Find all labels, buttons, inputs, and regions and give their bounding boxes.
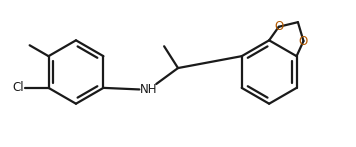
Text: O: O — [299, 35, 308, 47]
Text: Cl: Cl — [12, 81, 24, 94]
Text: NH: NH — [140, 83, 157, 96]
Text: O: O — [274, 20, 283, 33]
